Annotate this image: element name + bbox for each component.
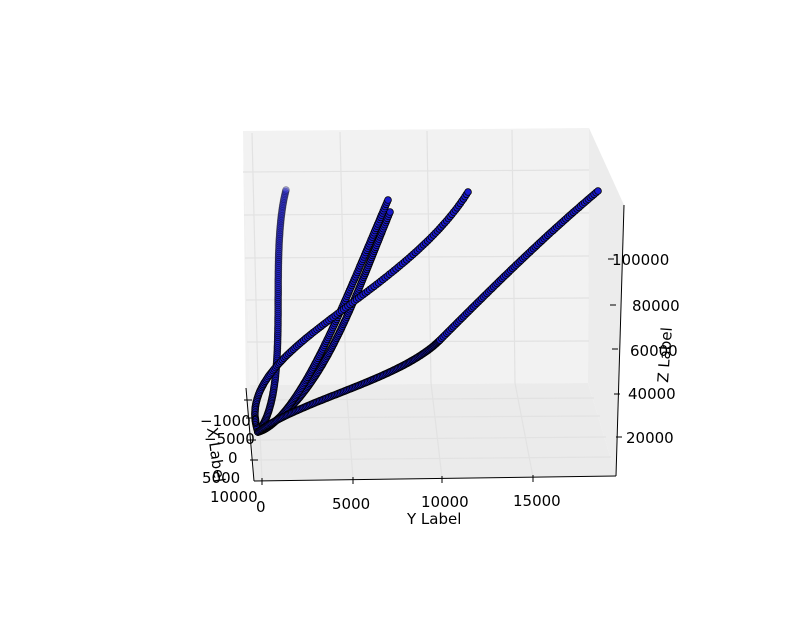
x-tick-label: 0 (228, 449, 238, 467)
trajectory-1-point (277, 210, 286, 219)
trajectory-1-point (275, 232, 284, 240)
grid-line (244, 255, 590, 259)
trajectory-1-point (278, 203, 287, 212)
grid-line (245, 297, 590, 301)
grid-line (242, 169, 590, 173)
trajectory-1-point (275, 236, 284, 244)
y-tick-label: 15000 (513, 492, 561, 510)
trajectory-4-point (464, 188, 472, 196)
trajectory-1-point (276, 217, 285, 226)
grid-line (243, 212, 590, 216)
trajectory-1-point (279, 198, 288, 207)
trajectory-1-point (282, 186, 290, 194)
trajectory-1-point (275, 230, 284, 239)
z-tick-label: 100000 (612, 251, 669, 269)
trajectory-1-point (276, 219, 285, 228)
trajectory-1-point (276, 221, 285, 229)
trajectory-5-point (594, 187, 602, 195)
trajectory-1-point (278, 202, 287, 210)
trajectory-1-point (275, 239, 283, 248)
trajectory-1-point (276, 223, 285, 231)
y-axis-line (253, 475, 617, 482)
z-tick-label: 60000 (630, 342, 678, 360)
y-tick-label: 5000 (332, 495, 370, 513)
trajectory-1-point (277, 215, 285, 224)
trajectory-1-point (279, 200, 287, 209)
trajectory-1-point (279, 197, 288, 205)
x-tick-label: 10000 (210, 488, 258, 506)
trajectory-1-point (277, 208, 286, 217)
trajectory-1-point (280, 192, 289, 200)
trajectory-1-point (275, 238, 284, 246)
trajectory-1-point (281, 187, 290, 196)
trajectory-1-point (278, 205, 287, 214)
z-tick-label: 80000 (632, 297, 680, 315)
trajectory-1-point (277, 214, 285, 222)
trajectory-1-point (277, 212, 286, 220)
grid-line (251, 436, 607, 441)
floor-pane (250, 383, 616, 481)
y-tick-label: 10000 (421, 493, 469, 511)
right-pane (588, 128, 624, 476)
x-tick-label: 5000 (202, 469, 240, 487)
trajectory-1-point (275, 228, 284, 237)
x-axis-line (245, 387, 255, 482)
trajectory-1-point (280, 195, 288, 204)
trajectory-1-point (276, 224, 284, 233)
series-layer (251, 186, 602, 436)
z-tick-label: 20000 (626, 429, 674, 447)
trajectory-1-point (278, 207, 286, 215)
x-tick-label: −10000 (200, 412, 260, 430)
trajectory-1-point (275, 234, 284, 242)
y-axis-label: Y Label (406, 510, 461, 528)
left-pane (243, 131, 254, 481)
trajectory-1-point (281, 189, 290, 197)
grid-line (250, 415, 601, 419)
z-axis-label: Z Label (654, 327, 676, 384)
trajectory-1-point (276, 226, 284, 235)
trajectory-1-point (275, 241, 283, 250)
trajectory-3-point (384, 196, 392, 204)
grid-line (249, 397, 595, 401)
trajectory-1-point (280, 193, 289, 202)
trajectory-1-point (281, 190, 289, 199)
z-axis-line (615, 204, 625, 477)
grid-line (252, 456, 612, 461)
y-tick-label: 0 (256, 498, 266, 516)
x-tick-label: −5000 (204, 430, 255, 448)
z-tick-label: 40000 (628, 385, 676, 403)
